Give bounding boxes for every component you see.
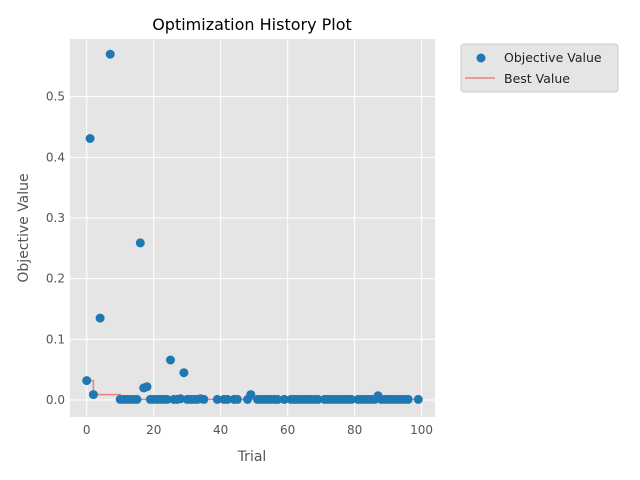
legend-marker-objective <box>476 53 486 63</box>
legend-label-best: Best Value <box>504 71 570 86</box>
objective-point <box>413 394 423 404</box>
objective-points-layer <box>82 49 423 404</box>
x-tick-label: 60 <box>280 423 295 437</box>
objective-point <box>162 394 172 404</box>
y-tick-label: 0.4 <box>46 150 65 164</box>
y-tick-label: 0.0 <box>46 393 65 407</box>
y-tick-label: 0.5 <box>46 90 65 104</box>
objective-point <box>95 313 105 323</box>
y-tick-label: 0.1 <box>46 332 65 346</box>
legend-box <box>460 43 619 93</box>
y-tick-labels: 0.0 0.1 0.2 0.3 0.4 0.5 <box>46 90 65 407</box>
objective-point <box>279 394 289 404</box>
y-tick-label: 0.2 <box>46 272 65 286</box>
x-tick-labels: 0 20 40 60 80 100 <box>83 423 433 437</box>
x-axis-label: Trial <box>237 449 267 465</box>
objective-point <box>403 394 413 404</box>
objective-point <box>273 394 283 404</box>
plot-background <box>70 39 435 417</box>
objective-point <box>199 394 209 404</box>
y-tick-label: 0.3 <box>46 211 65 225</box>
objective-point <box>176 394 185 404</box>
objective-point <box>82 376 92 386</box>
chart-title: Optimization History Plot <box>152 15 352 34</box>
objective-point <box>179 368 189 378</box>
y-axis-label: Objective Value <box>16 173 32 282</box>
objective-point <box>346 394 356 404</box>
objective-point <box>132 394 142 404</box>
objective-point <box>142 382 152 392</box>
objective-point <box>105 49 115 59</box>
legend: Objective Value Best Value <box>460 43 619 93</box>
objective-point <box>166 355 175 365</box>
objective-point <box>313 394 323 404</box>
objective-point <box>232 394 242 404</box>
grid-lines <box>70 39 435 417</box>
objective-point <box>135 238 145 248</box>
objective-point <box>246 390 256 400</box>
legend-label-objective: Objective Value <box>504 50 602 65</box>
objective-point <box>222 394 232 404</box>
x-tick-label: 100 <box>410 423 433 437</box>
x-tick-label: 80 <box>347 423 362 437</box>
objective-point <box>212 394 222 404</box>
x-tick-label: 40 <box>213 423 228 437</box>
objective-point <box>88 390 98 400</box>
x-tick-label: 0 <box>83 423 91 437</box>
x-tick-label: 20 <box>146 423 161 437</box>
objective-point <box>85 134 95 143</box>
